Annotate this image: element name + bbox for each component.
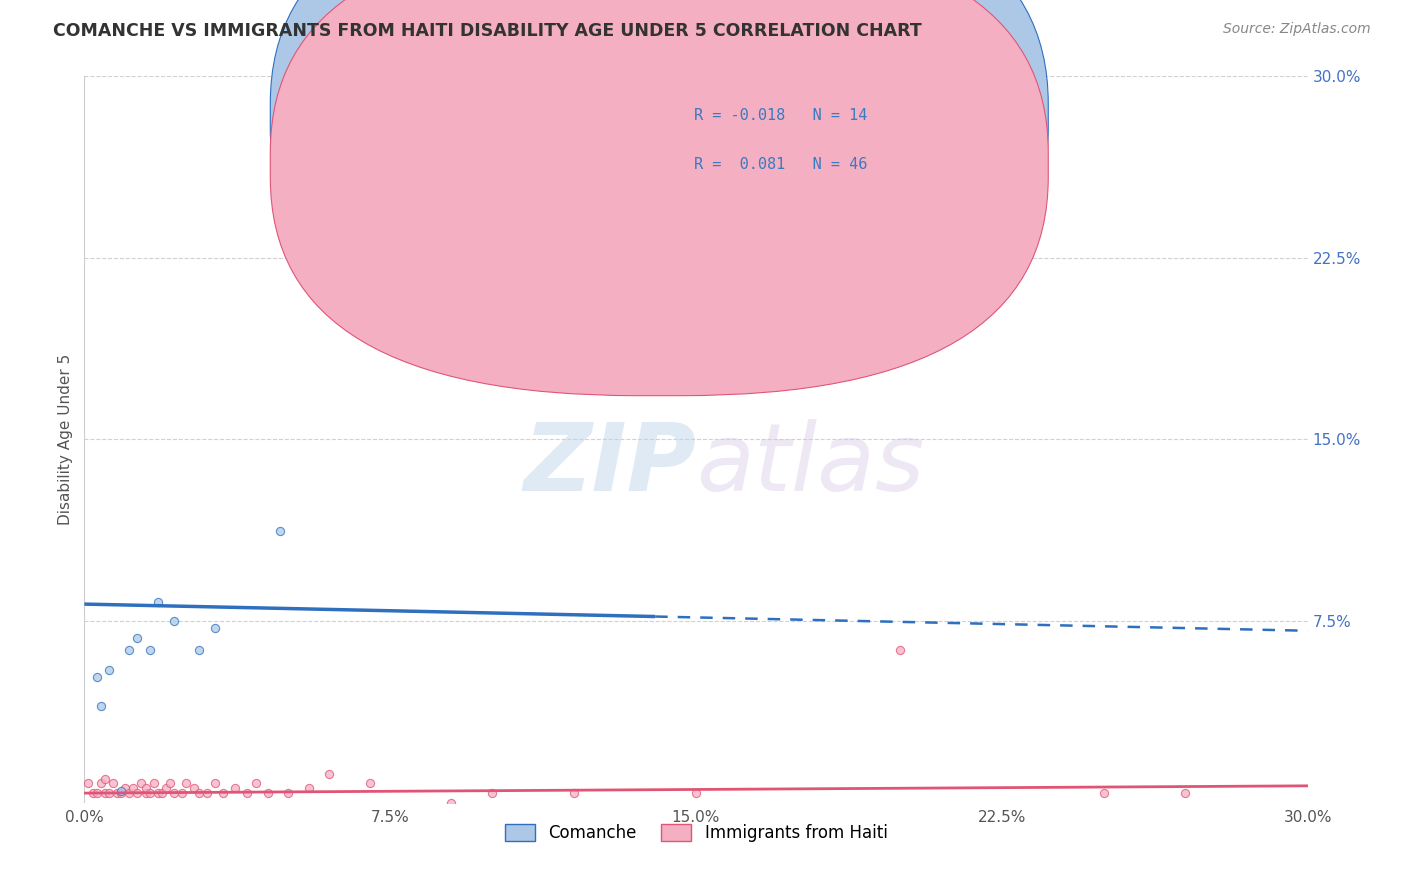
Point — [86, 786, 108, 800]
Point — [101, 776, 124, 790]
Y-axis label: Disability Age Under 5: Disability Age Under 5 — [58, 354, 73, 524]
Point — [142, 776, 165, 790]
Point — [172, 786, 194, 800]
Point — [155, 781, 177, 796]
Point — [135, 786, 157, 800]
Point — [481, 786, 503, 800]
Point — [318, 766, 340, 780]
Point — [163, 786, 186, 800]
Point — [163, 614, 186, 628]
Point — [110, 786, 132, 800]
Text: Source: ZipAtlas.com: Source: ZipAtlas.com — [1223, 22, 1371, 37]
Point — [562, 129, 585, 144]
Point — [131, 776, 153, 790]
Point — [298, 781, 321, 796]
Point — [204, 621, 226, 635]
Point — [685, 786, 707, 800]
Legend: Comanche, Immigrants from Haiti: Comanche, Immigrants from Haiti — [498, 817, 894, 849]
Point — [212, 786, 235, 800]
Point — [562, 786, 585, 800]
Point — [118, 786, 141, 800]
Point — [187, 786, 209, 800]
Point — [204, 776, 226, 790]
Point — [138, 786, 160, 800]
Text: COMANCHE VS IMMIGRANTS FROM HAITI DISABILITY AGE UNDER 5 CORRELATION CHART: COMANCHE VS IMMIGRANTS FROM HAITI DISABI… — [53, 22, 922, 40]
Point — [90, 698, 112, 713]
Point — [82, 786, 104, 800]
Point — [159, 776, 181, 790]
Point — [77, 776, 100, 790]
Point — [195, 786, 218, 800]
Point — [118, 643, 141, 657]
Point — [97, 663, 120, 677]
Point — [889, 643, 911, 657]
Point — [127, 786, 149, 800]
Point — [224, 781, 246, 796]
Point — [127, 631, 149, 645]
Point — [110, 783, 132, 797]
Text: ZIP: ZIP — [523, 418, 696, 511]
Text: R = -0.018   N = 14: R = -0.018 N = 14 — [693, 108, 868, 123]
Point — [93, 786, 115, 800]
Point — [150, 786, 173, 800]
Point — [257, 786, 280, 800]
Point — [135, 781, 157, 796]
FancyBboxPatch shape — [270, 0, 1049, 396]
Point — [245, 776, 267, 790]
Point — [277, 786, 299, 800]
Point — [138, 643, 160, 657]
Point — [105, 786, 128, 800]
Point — [624, 178, 647, 192]
Text: atlas: atlas — [696, 419, 924, 510]
Text: R =  0.081   N = 46: R = 0.081 N = 46 — [693, 157, 868, 172]
Point — [97, 786, 120, 800]
Point — [122, 781, 145, 796]
FancyBboxPatch shape — [610, 87, 977, 195]
Point — [86, 670, 108, 684]
Point — [1092, 786, 1115, 800]
Point — [269, 524, 291, 539]
Point — [146, 786, 169, 800]
Point — [1174, 786, 1197, 800]
FancyBboxPatch shape — [270, 0, 1049, 347]
Point — [146, 595, 169, 609]
Point — [236, 786, 259, 800]
Point — [187, 643, 209, 657]
Point — [114, 781, 136, 796]
Point — [183, 781, 205, 796]
Point — [90, 776, 112, 790]
Point — [174, 776, 197, 790]
Point — [359, 776, 381, 790]
Point — [93, 772, 115, 786]
Point — [440, 796, 463, 810]
